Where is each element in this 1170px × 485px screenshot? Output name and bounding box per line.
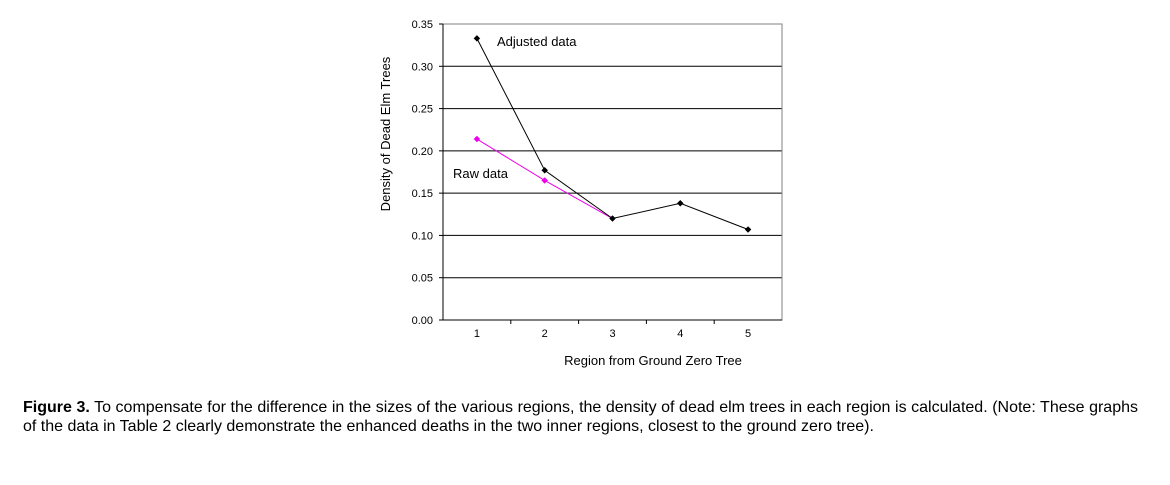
y-tick-label: 0.10 xyxy=(412,230,433,242)
x-tick-label: 4 xyxy=(677,328,683,340)
series-adjusted-data xyxy=(473,35,752,233)
axes xyxy=(439,23,782,324)
y-tick-labels: 0.00 0.05 0.10 0.15 0.20 0.25 0.30 0.35 xyxy=(412,19,433,327)
y-tick-label: 0.05 xyxy=(412,273,433,285)
y-tick-label: 0.00 xyxy=(412,315,433,327)
series-line xyxy=(476,38,749,230)
series-label-adjusted-data: Adjusted data xyxy=(497,34,577,49)
y-axis-label: Density of Dead Elm Trees xyxy=(378,56,393,211)
y-tick-label: 0.15 xyxy=(412,188,433,200)
x-tick-label: 2 xyxy=(542,328,548,340)
caption-text: To compensate for the difference in the … xyxy=(23,399,1139,435)
series-group xyxy=(473,35,752,233)
caption-label: Figure 3. xyxy=(23,399,90,416)
line-chart: 0.00 0.05 0.10 0.15 0.20 0.25 0.30 0.35 1 2 3 4 5 A… xyxy=(378,19,783,368)
series-label-raw-data: Raw data xyxy=(453,166,509,181)
data-point xyxy=(541,177,549,184)
x-axis-label: Region from Ground Zero Tree xyxy=(564,353,742,368)
x-tick-label: 3 xyxy=(609,328,615,340)
y-tick-label: 0.35 xyxy=(412,19,433,31)
data-point xyxy=(744,226,752,233)
figure-caption: Figure 3. To compensate for the differen… xyxy=(23,398,1138,436)
data-point xyxy=(609,215,616,222)
data-point xyxy=(676,199,684,207)
x-tick-labels: 1 2 3 4 5 xyxy=(474,328,751,340)
y-tick-label: 0.20 xyxy=(412,146,433,158)
y-tick-label: 0.30 xyxy=(412,61,433,73)
y-tick-label: 0.25 xyxy=(412,104,433,116)
data-point xyxy=(473,135,481,143)
x-tick-label: 1 xyxy=(474,328,480,340)
data-point xyxy=(473,35,481,42)
x-tick-label: 5 xyxy=(745,328,751,340)
data-point xyxy=(541,166,549,174)
grid-lines xyxy=(443,65,782,279)
